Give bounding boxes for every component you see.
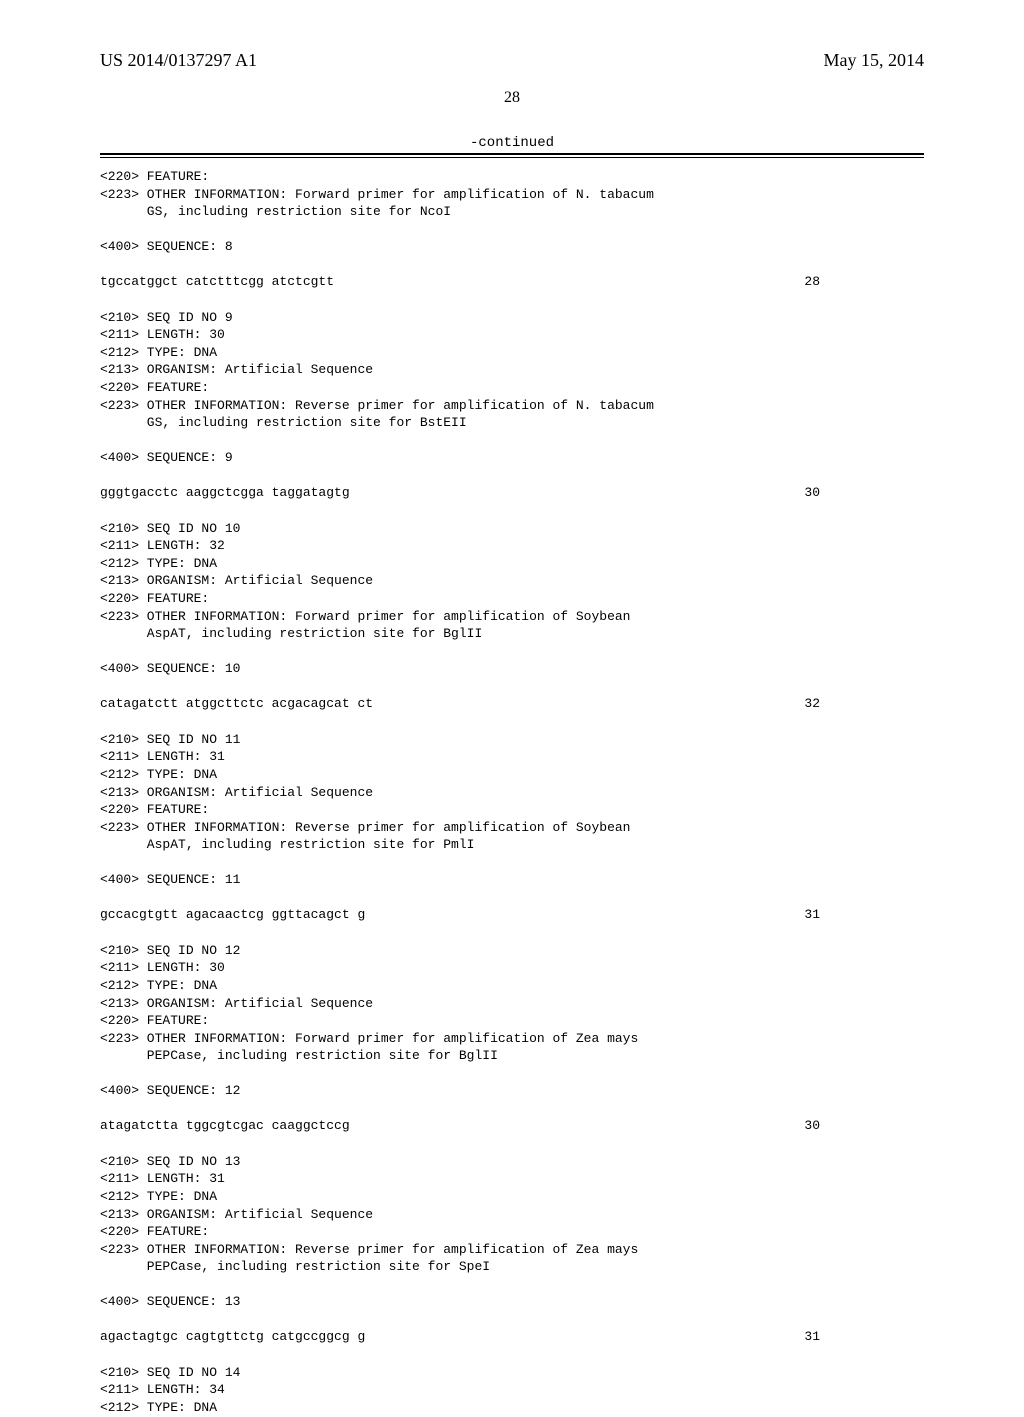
seq-meta-line: <223> OTHER INFORMATION: Forward primer … (100, 186, 924, 204)
seq-block: <220> FEATURE:<223> OTHER INFORMATION: F… (100, 168, 924, 291)
seq-meta-line: <210> SEQ ID NO 11 (100, 731, 924, 749)
seq-meta-line: <220> FEATURE: (100, 1012, 924, 1030)
sequence-length: 30 (804, 484, 820, 502)
rule-top (100, 153, 924, 155)
seq-meta-line: <211> LENGTH: 30 (100, 326, 924, 344)
seq-meta-line (100, 221, 924, 239)
seq-meta-line: <211> LENGTH: 30 (100, 959, 924, 977)
seq-meta-line: <220> FEATURE: (100, 801, 924, 819)
seq-meta-line: <213> ORGANISM: Artificial Sequence (100, 1206, 924, 1224)
seq-meta-line: <210> SEQ ID NO 12 (100, 942, 924, 960)
seq-meta-line: <220> FEATURE: (100, 379, 924, 397)
seq-meta-line: <210> SEQ ID NO 9 (100, 309, 924, 327)
seq-meta-line: <400> SEQUENCE: 12 (100, 1082, 924, 1100)
seq-meta-line: <400> SEQUENCE: 13 (100, 1293, 924, 1311)
seq-meta-line: <220> FEATURE: (100, 590, 924, 608)
seq-meta-line: <400> SEQUENCE: 11 (100, 871, 924, 889)
seq-meta-line: <400> SEQUENCE: 10 (100, 660, 924, 678)
sequence-row: tgccatggct catctttcgg atctcgtt 28 (100, 273, 820, 291)
sequence-length: 28 (804, 273, 820, 291)
rule-thin (100, 157, 924, 158)
seq-meta-line: <211> LENGTH: 34 (100, 1381, 924, 1399)
spacer (100, 256, 924, 274)
seq-meta-line: <223> OTHER INFORMATION: Reverse primer … (100, 1241, 924, 1259)
spacer (100, 1100, 924, 1118)
seq-meta-line: <212> TYPE: DNA (100, 344, 924, 362)
seq-meta-line (100, 643, 924, 661)
seq-block: <210> SEQ ID NO 10<211> LENGTH: 32<212> … (100, 520, 924, 713)
seq-meta-line: <210> SEQ ID NO 13 (100, 1153, 924, 1171)
seq-meta-line: <212> TYPE: DNA (100, 1188, 924, 1206)
seq-meta-line: <212> TYPE: DNA (100, 555, 924, 573)
sequence-text: gggtgacctc aaggctcgga taggatagtg (100, 484, 350, 502)
continued-label: -continued (100, 135, 924, 151)
seq-meta-line (100, 1276, 924, 1294)
seq-block: <210> SEQ ID NO 9<211> LENGTH: 30<212> T… (100, 309, 924, 502)
sequence-text: gccacgtgtt agacaactcg ggttacagct g (100, 906, 365, 924)
sequence-length: 31 (804, 1328, 820, 1346)
sequence-text: tgccatggct catctttcgg atctcgtt (100, 273, 334, 291)
seq-block: <210> SEQ ID NO 13<211> LENGTH: 31<212> … (100, 1153, 924, 1346)
seq-meta-line: <223> OTHER INFORMATION: Forward primer … (100, 1030, 924, 1048)
seq-block: <210> SEQ ID NO 12<211> LENGTH: 30<212> … (100, 942, 924, 1135)
sequence-row: atagatctta tggcgtcgac caaggctccg 30 (100, 1117, 820, 1135)
seq-meta-line: <213> ORGANISM: Artificial Sequence (100, 572, 924, 590)
seq-meta-line: <210> SEQ ID NO 14 (100, 1364, 924, 1382)
seq-meta-line: <212> TYPE: DNA (100, 977, 924, 995)
sequence-length: 31 (804, 906, 820, 924)
sequence-text: agactagtgc cagtgttctg catgccggcg g (100, 1328, 365, 1346)
publication-number: US 2014/0137297 A1 (100, 50, 257, 71)
page-header: US 2014/0137297 A1 May 15, 2014 (100, 50, 924, 71)
sequence-row: agactagtgc cagtgttctg catgccggcg g 31 (100, 1328, 820, 1346)
seq-meta-line: AspAT, including restriction site for Bg… (100, 625, 924, 643)
seq-meta-line: <220> FEATURE: (100, 168, 924, 186)
spacer (100, 467, 924, 485)
sequence-row: gccacgtgtt agacaactcg ggttacagct g 31 (100, 906, 820, 924)
seq-meta-line: <213> ORGANISM: Artificial Sequence (100, 361, 924, 379)
seq-meta-line (100, 854, 924, 872)
publication-date: May 15, 2014 (824, 50, 925, 71)
seq-meta-line: <223> OTHER INFORMATION: Reverse primer … (100, 819, 924, 837)
seq-meta-line: PEPCase, including restriction site for … (100, 1258, 924, 1276)
seq-meta-line: <212> TYPE: DNA (100, 766, 924, 784)
seq-meta-line: AspAT, including restriction site for Pm… (100, 836, 924, 854)
seq-meta-line: <212> TYPE: DNA (100, 1399, 924, 1417)
seq-meta-line: <211> LENGTH: 31 (100, 1170, 924, 1188)
spacer (100, 678, 924, 696)
seq-meta-line: PEPCase, including restriction site for … (100, 1047, 924, 1065)
sequence-row: catagatctt atggcttctc acgacagcat ct 32 (100, 695, 820, 713)
sequence-text: catagatctt atggcttctc acgacagcat ct (100, 695, 373, 713)
seq-meta-line: <220> FEATURE: (100, 1223, 924, 1241)
seq-meta-line: <211> LENGTH: 32 (100, 537, 924, 555)
seq-meta-line: <211> LENGTH: 31 (100, 748, 924, 766)
seq-block: <210> SEQ ID NO 14<211> LENGTH: 34<212> … (100, 1364, 924, 1417)
seq-meta-line: <400> SEQUENCE: 9 (100, 449, 924, 467)
seq-meta-line: <213> ORGANISM: Artificial Sequence (100, 784, 924, 802)
sequence-length: 32 (804, 695, 820, 713)
sequence-row: gggtgacctc aaggctcgga taggatagtg 30 (100, 484, 820, 502)
seq-meta-line: <223> OTHER INFORMATION: Forward primer … (100, 608, 924, 626)
seq-block: <210> SEQ ID NO 11<211> LENGTH: 31<212> … (100, 731, 924, 924)
seq-meta-line (100, 1065, 924, 1083)
seq-meta-line: <210> SEQ ID NO 10 (100, 520, 924, 538)
seq-meta-line: <213> ORGANISM: Artificial Sequence (100, 995, 924, 1013)
seq-meta-line (100, 432, 924, 450)
sequence-length: 30 (804, 1117, 820, 1135)
seq-meta-line: GS, including restriction site for NcoI (100, 203, 924, 221)
spacer (100, 889, 924, 907)
sequence-text: atagatctta tggcgtcgac caaggctccg (100, 1117, 350, 1135)
seq-meta-line: <223> OTHER INFORMATION: Reverse primer … (100, 397, 924, 415)
page-container: US 2014/0137297 A1 May 15, 2014 28 -cont… (0, 0, 1024, 1320)
page-number: 28 (100, 89, 924, 107)
sequence-listing: <220> FEATURE:<223> OTHER INFORMATION: F… (100, 168, 924, 1417)
seq-meta-line: GS, including restriction site for BstEI… (100, 414, 924, 432)
seq-meta-line: <400> SEQUENCE: 8 (100, 238, 924, 256)
